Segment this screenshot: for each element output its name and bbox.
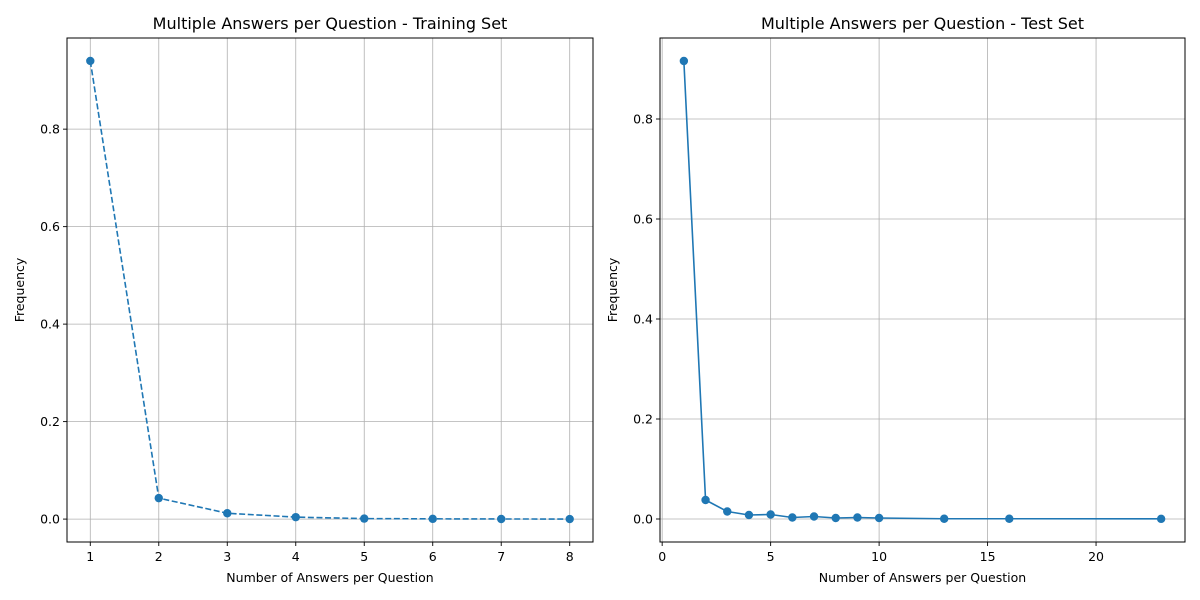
data-point (744, 510, 754, 520)
data-point (154, 493, 163, 503)
x-axis-label: Number of Answers per Question (819, 570, 1026, 585)
y-tick-label: 0.0 (40, 512, 60, 527)
x-tick-label: 5 (360, 549, 368, 564)
x-tick-label: 10 (871, 549, 887, 564)
axes-frame (66, 37, 594, 543)
y-axis-label: Frequency (605, 257, 620, 322)
x-tick-label: 3 (223, 549, 231, 564)
data-point (679, 56, 689, 66)
data-point (1156, 514, 1166, 524)
data-point (428, 514, 437, 524)
chart-title: Multiple Answers per Question - Test Set (761, 14, 1084, 33)
x-tick-label: 6 (429, 549, 437, 564)
y-axis-label: Frequency (12, 257, 27, 322)
data-point (1005, 514, 1014, 523)
data-point (701, 495, 710, 505)
y-tick-label: 0.6 (633, 212, 653, 227)
data-point (360, 514, 369, 523)
data-point (853, 513, 862, 522)
series-line (89, 60, 570, 520)
x-tick-label: 0 (658, 549, 666, 564)
y-tick-label: 0.6 (40, 219, 60, 234)
x-tick-label: 5 (767, 549, 775, 564)
chart-2: 0 5 10 15 20 0.0 0.2 0.4 0.6 0.8 Multiple Answers … (605, 14, 1186, 585)
data-point (291, 512, 300, 522)
y-tick-label: 0.0 (633, 512, 653, 527)
chart-title: Multiple Answers per Question - Training… (153, 14, 508, 33)
x-tick-label: 1 (86, 549, 94, 564)
data-point (86, 56, 95, 66)
x-tick-label: 8 (566, 549, 574, 564)
y-tick-label: 0.8 (40, 122, 60, 137)
series-line (683, 60, 1162, 520)
data-point (831, 513, 840, 523)
chart-1: 1 2 3 4 5 6 7 8 0.0 0.2 0.4 0.6 0.8 Multiple Answers … (12, 14, 594, 585)
data-point (809, 512, 819, 521)
data-point (223, 509, 232, 518)
data-point (723, 507, 732, 516)
y-tick-label: 0.2 (633, 412, 653, 427)
x-tick-label: 4 (292, 549, 300, 564)
data-point (874, 513, 884, 523)
data-point (497, 514, 506, 524)
y-tick-label: 0.4 (633, 312, 653, 327)
y-tick-label: 0.4 (40, 317, 60, 332)
y-tick-label: 0.8 (633, 112, 653, 127)
data-point (939, 514, 949, 523)
x-tick-label: 15 (980, 549, 996, 564)
x-tick-label: 7 (497, 549, 505, 564)
x-tick-label: 20 (1088, 549, 1104, 564)
data-point (766, 510, 775, 519)
axes-frame (659, 37, 1186, 543)
data-point (565, 514, 574, 524)
data-point (788, 513, 797, 522)
y-tick-label: 0.2 (40, 414, 60, 429)
x-tick-label: 2 (155, 549, 163, 564)
x-axis-label: Number of Answers per Question (226, 570, 433, 585)
